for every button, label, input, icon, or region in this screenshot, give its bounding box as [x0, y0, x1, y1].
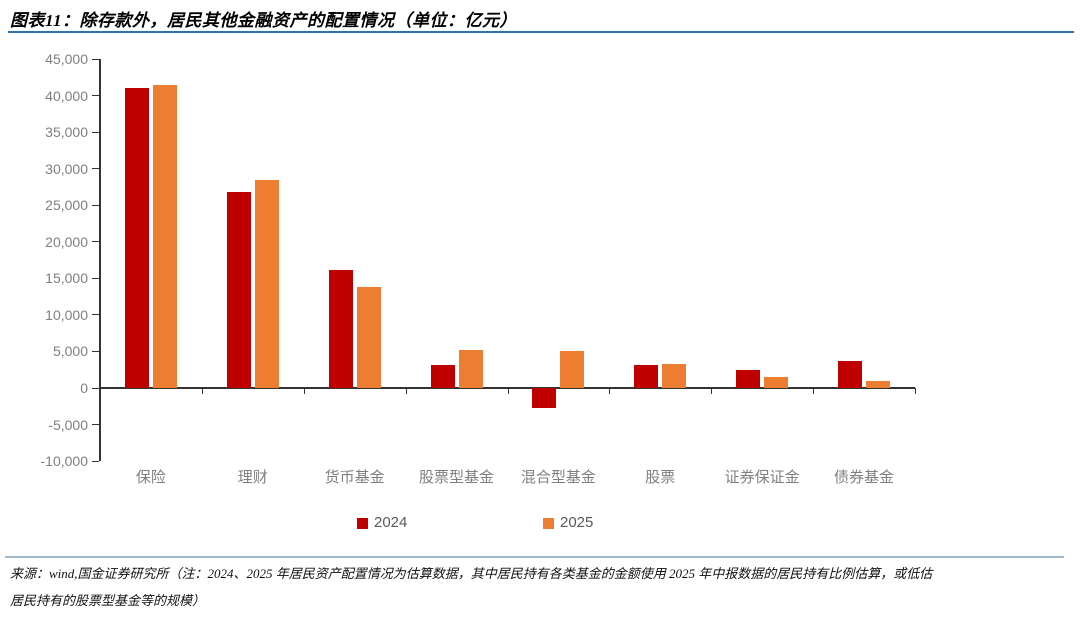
y-tick-label: -5,000 [48, 416, 88, 433]
bar-2024 [328, 269, 353, 388]
legend-label-2024: 2024 [374, 514, 408, 531]
bar-2025 [764, 377, 789, 388]
y-tick-label: 35,000 [45, 124, 88, 141]
bar-chart: 45,000 40,000 35,000 30,000 25,000 20,000 15,0… [40, 51, 916, 486]
bar-2024 [226, 192, 251, 388]
y-tick [92, 95, 99, 97]
y-tick [92, 387, 99, 389]
y-tick-label: 45,000 [45, 51, 88, 67]
bar-2024 [430, 365, 455, 388]
bar-2025 [356, 287, 381, 388]
legend-swatch-2025-icon [543, 517, 554, 529]
y-tick [92, 314, 99, 316]
bar-2025 [866, 380, 891, 388]
x-tick [711, 388, 713, 394]
source-note: 来源：wind,国金证券研究所（注：2024、2025 年居民资产配置情况为估算… [10, 560, 1072, 614]
y-tick [92, 460, 99, 462]
legend-swatch-2024-icon [357, 517, 368, 529]
footer-divider [5, 556, 1064, 558]
x-category-label: 股票 [645, 469, 676, 486]
x-tick [201, 388, 203, 394]
bar-2024 [634, 365, 659, 388]
bar-2024 [736, 369, 761, 388]
x-tick [100, 388, 101, 394]
title-divider [8, 31, 1074, 33]
y-tick [92, 168, 99, 170]
source-note-line1: 来源：wind,国金证券研究所（注：2024、2025 年居民资产配置情况为估算… [10, 566, 933, 581]
y-tick-label: 25,000 [45, 197, 88, 214]
plot-area: 45,000 40,000 35,000 30,000 25,000 20,000 15,0… [40, 51, 916, 486]
y-tick [92, 424, 99, 426]
bar-2025 [458, 349, 483, 388]
y-tick [92, 277, 99, 279]
x-category-label: 债券基金 [834, 469, 895, 486]
y-tick [92, 131, 99, 133]
y-tick [92, 241, 99, 243]
y-axis-line [99, 59, 101, 461]
x-category-label: 保险 [135, 469, 166, 486]
x-tick [405, 388, 407, 394]
y-tick-label: 15,000 [45, 270, 88, 287]
y-tick-label: 5,000 [52, 343, 88, 360]
y-tick-label: 40,000 [45, 87, 88, 104]
legend-item-2025: 2025 [543, 515, 593, 531]
x-tick [303, 388, 305, 394]
y-tick [92, 204, 99, 206]
y-tick-label: 10,000 [45, 306, 88, 323]
y-tick-label: 20,000 [45, 233, 88, 250]
x-tick [915, 388, 916, 394]
legend-item-2024: 2024 [357, 515, 407, 531]
x-tick [609, 388, 611, 394]
bar-2024 [532, 388, 557, 409]
x-category-label: 证券保证金 [724, 469, 800, 486]
bar-2025 [560, 351, 585, 388]
y-tick-label: -10,000 [40, 453, 88, 470]
legend-label-2025: 2025 [560, 514, 594, 531]
bar-2025 [254, 180, 279, 388]
bar-2024 [124, 88, 149, 388]
x-category-label: 理财 [237, 469, 268, 486]
y-tick-label: 0 [80, 380, 88, 396]
bar-2025 [662, 363, 687, 388]
source-note-line2: 居民持有的股票型基金等的规模） [10, 593, 206, 608]
bar-2024 [838, 360, 863, 388]
x-category-label: 股票型基金 [419, 469, 495, 486]
x-tick [507, 388, 509, 394]
x-tick [813, 388, 815, 394]
bar-2025 [152, 84, 177, 388]
y-tick-label: 30,000 [45, 160, 88, 177]
x-category-label: 货币基金 [324, 469, 385, 486]
x-category-label: 混合型基金 [520, 469, 596, 486]
y-tick [92, 350, 99, 352]
y-tick [92, 58, 99, 60]
figure-title: 图表11：除存款外，居民其他金融资产的配置情况（单位：亿元） [10, 11, 518, 30]
